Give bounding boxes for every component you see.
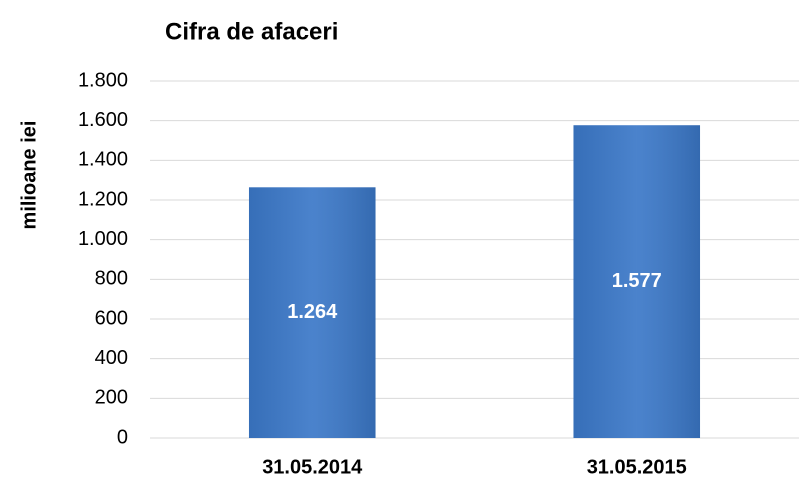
y-tick-label: 0 [117, 426, 128, 448]
y-tick-label: 1.600 [78, 109, 128, 131]
x-tick-label: 31.05.2015 [587, 456, 687, 478]
data-label: 1.264 [287, 301, 338, 323]
y-tick-label: 1.200 [78, 188, 128, 210]
x-tick-label: 31.05.2014 [262, 456, 363, 478]
y-tick-label: 1.400 [78, 149, 128, 171]
y-axis-label: milioane iei [18, 121, 40, 230]
y-tick-label: 1.000 [78, 228, 128, 250]
data-label: 1.577 [612, 270, 662, 292]
y-tick-label: 800 [95, 268, 128, 290]
y-tick-label: 200 [95, 387, 128, 409]
y-tick-label: 1.800 [78, 69, 128, 91]
chart-title: Cifra de afaceri [165, 18, 338, 45]
bar-shade [573, 125, 701, 438]
y-tick-label: 600 [95, 307, 128, 329]
y-tick-label: 400 [95, 347, 128, 369]
bar-shade [248, 187, 376, 438]
